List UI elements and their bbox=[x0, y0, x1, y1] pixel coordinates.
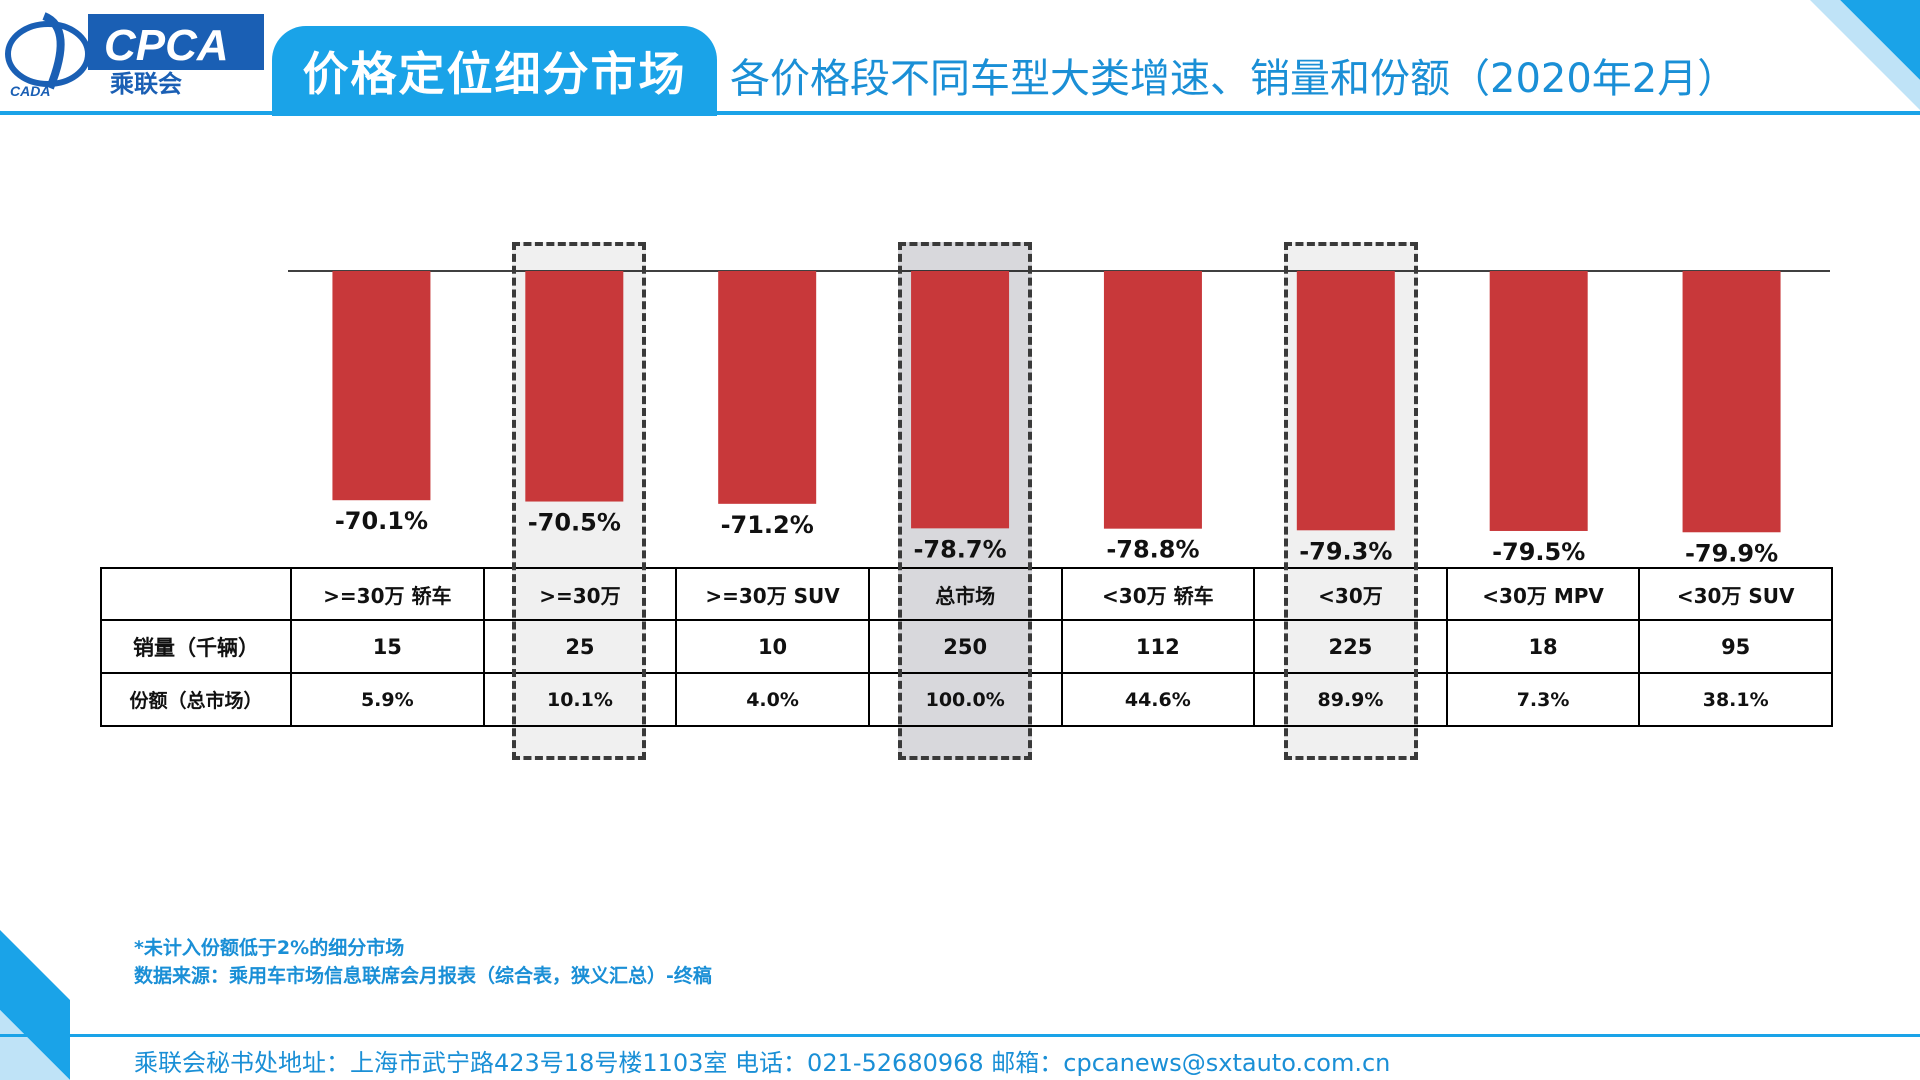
table-cell: 5.9% bbox=[290, 672, 485, 727]
bar-value-label: -70.5% bbox=[528, 509, 621, 537]
table-header-row: >=30万 轿车 >=30万 >=30万 SUV 总市场 <30万 轿车 <30… bbox=[100, 567, 1833, 621]
table-cell: 18 bbox=[1445, 619, 1641, 674]
cpca-logo: CPCA 乘联会 CADA bbox=[5, 12, 264, 98]
table-header-cell: >=30万 SUV bbox=[675, 567, 870, 621]
table-cell: 10 bbox=[675, 619, 870, 674]
table-cell: 7.3% bbox=[1445, 672, 1641, 727]
table-header-cell: <30万 SUV bbox=[1638, 567, 1833, 621]
note-source: 数据来源：乘用车市场信息联席会月报表（综合表，狭义汇总）-终稿 bbox=[134, 965, 712, 987]
corner-decoration-bottom-left bbox=[0, 930, 70, 1080]
bar bbox=[718, 271, 817, 504]
row-label-share: 份额（总市场） bbox=[100, 672, 292, 727]
logo-text: CPCA bbox=[104, 21, 229, 70]
segment-table: >=30万 轿车 >=30万 >=30万 SUV 总市场 <30万 轿车 <30… bbox=[100, 567, 1833, 727]
header-divider bbox=[0, 111, 1920, 115]
title-tab: 价格定位细分市场 bbox=[272, 26, 717, 116]
footer-contact: 乘联会秘书处地址：上海市武宁路423号18号楼1103室 电话：021-5268… bbox=[134, 1049, 1391, 1077]
highlight-box-lt30 bbox=[1283, 242, 1418, 760]
table-cell: 15 bbox=[290, 619, 485, 674]
table-header-cell: <30万 轿车 bbox=[1060, 567, 1256, 621]
table-cell: 95 bbox=[1638, 619, 1833, 674]
bar-value-label: -78.7% bbox=[913, 535, 1006, 563]
bar bbox=[1489, 271, 1588, 531]
table-header-cell bbox=[100, 567, 292, 621]
bar-value-label: -70.1% bbox=[335, 507, 428, 535]
bar bbox=[1103, 271, 1202, 529]
table-cell: 112 bbox=[1060, 619, 1256, 674]
table-header-cell: >=30万 轿车 bbox=[290, 567, 485, 621]
bar bbox=[525, 271, 624, 502]
table-cell: 38.1% bbox=[1638, 672, 1833, 727]
bar bbox=[1296, 271, 1395, 531]
bar-value-label: -79.9% bbox=[1685, 539, 1778, 567]
growth-bar-chart: -70.1% -70.5% -71.2% -78.7% -78.8% -79.3% -79.… bbox=[288, 270, 1830, 567]
bar-value-label: -71.2% bbox=[721, 511, 814, 539]
note-exclusion: *未计入份额低于2%的细分市场 bbox=[134, 937, 405, 959]
bar-value-label: -79.5% bbox=[1492, 538, 1585, 566]
bar bbox=[911, 271, 1010, 529]
highlight-box-ge30 bbox=[512, 242, 647, 760]
corner-decoration-top-right bbox=[1810, 0, 1920, 110]
footer-divider bbox=[0, 1034, 1920, 1037]
bar bbox=[332, 271, 431, 501]
logo-subtext: 乘联会 bbox=[109, 70, 182, 98]
bar-value-label: -78.8% bbox=[1106, 536, 1199, 564]
table-cell: 44.6% bbox=[1060, 672, 1256, 727]
page-title: 价格定位细分市场 bbox=[302, 47, 687, 101]
row-label-sales: 销量（千辆） bbox=[100, 619, 292, 674]
notes: *未计入份额低于2%的细分市场 数据来源：乘用车市场信息联席会月报表（综合表，狭… bbox=[134, 934, 712, 990]
page-subtitle: 各价格段不同车型大类增速、销量和份额（2020年2月） bbox=[730, 56, 1738, 102]
table-cell: 4.0% bbox=[675, 672, 870, 727]
bar-value-label: -79.3% bbox=[1299, 537, 1392, 565]
bar bbox=[1682, 271, 1781, 533]
highlight-box-total bbox=[898, 242, 1033, 760]
table-header-cell: <30万 MPV bbox=[1445, 567, 1641, 621]
logo-tag: CADA bbox=[10, 83, 50, 98]
